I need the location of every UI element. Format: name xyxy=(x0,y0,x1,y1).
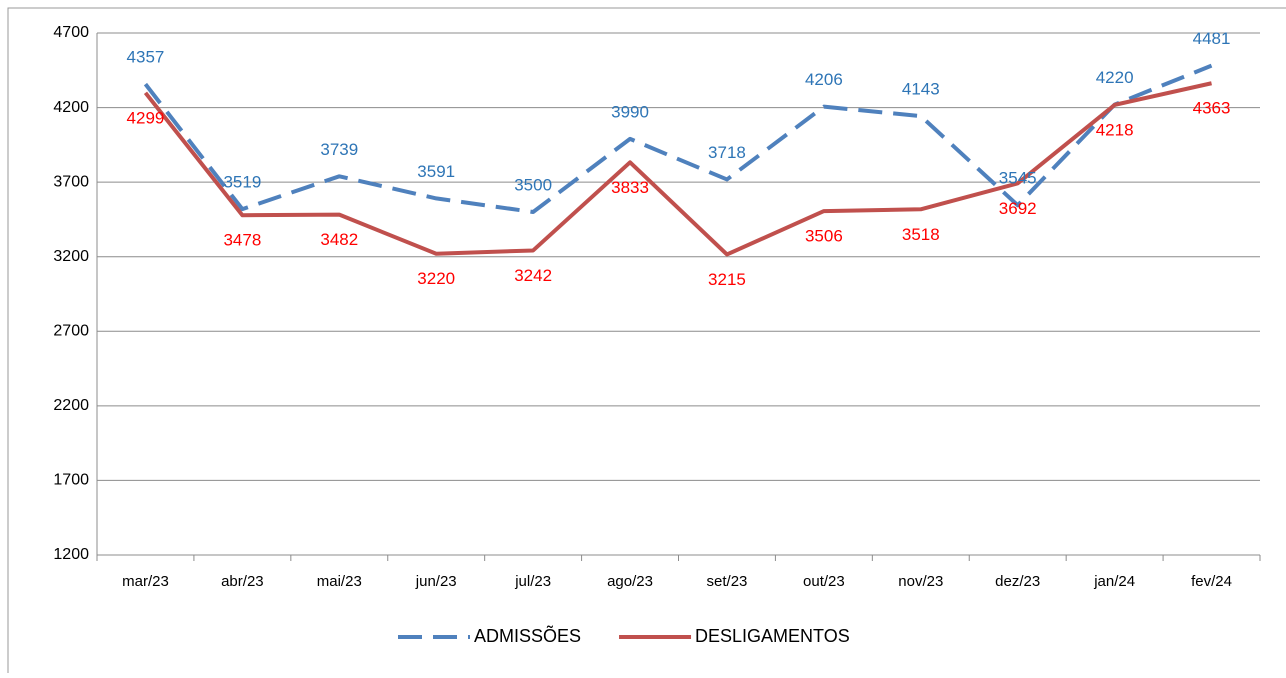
x-tick-label: dez/23 xyxy=(995,573,1040,590)
x-tick-label: fev/24 xyxy=(1191,573,1232,590)
y-tick-label: 1700 xyxy=(53,472,89,489)
data-label: 3215 xyxy=(708,270,746,289)
x-tick-label: mar/23 xyxy=(122,573,169,590)
x-tick-label: nov/23 xyxy=(898,573,943,590)
data-label: 4363 xyxy=(1193,99,1231,118)
data-label: 3242 xyxy=(514,266,552,285)
x-tick-label: jun/23 xyxy=(415,573,457,590)
data-label: 3500 xyxy=(514,175,552,194)
y-tick-label: 4700 xyxy=(53,24,89,41)
y-tick-label: 3700 xyxy=(53,173,89,190)
y-tick-label: 1200 xyxy=(53,546,89,563)
y-tick-label: 2200 xyxy=(53,397,89,414)
data-label: 3482 xyxy=(320,230,358,249)
data-label: 3545 xyxy=(999,169,1037,188)
data-label: 4481 xyxy=(1193,29,1231,48)
x-tick-label: ago/23 xyxy=(607,573,653,590)
data-label: 3692 xyxy=(999,199,1037,218)
y-tick-label: 2700 xyxy=(53,323,89,340)
y-tick-label: 3200 xyxy=(53,248,89,265)
data-label: 4206 xyxy=(805,70,843,89)
data-label: 3739 xyxy=(320,140,358,159)
data-label: 4299 xyxy=(127,108,165,127)
data-label: 4220 xyxy=(1096,68,1134,87)
x-tick-label: out/23 xyxy=(803,573,845,590)
data-label: 4218 xyxy=(1096,120,1134,139)
data-label: 3519 xyxy=(223,173,261,192)
data-label: 3478 xyxy=(223,231,261,250)
x-tick-label: abr/23 xyxy=(221,573,264,590)
chart-frame xyxy=(7,7,1286,678)
data-label: 3591 xyxy=(417,162,455,181)
data-label: 4357 xyxy=(127,48,165,67)
data-label: 3833 xyxy=(611,178,649,197)
x-tick-label: mai/23 xyxy=(317,573,362,590)
series-line xyxy=(143,81,1212,257)
data-label: 4143 xyxy=(902,80,940,99)
data-label: 3518 xyxy=(902,225,940,244)
x-tick-label: jul/23 xyxy=(514,573,551,590)
legend-label: ADMISSÕES xyxy=(474,625,581,646)
series-line xyxy=(143,63,1213,214)
x-tick-label: set/23 xyxy=(707,573,748,590)
data-label: 3990 xyxy=(611,102,649,121)
legend-label: DESLIGAMENTOS xyxy=(695,626,850,646)
data-label: 3220 xyxy=(417,269,455,288)
data-label: 3718 xyxy=(708,143,746,162)
data-label: 3506 xyxy=(805,227,843,246)
y-tick-label: 4200 xyxy=(53,99,89,116)
x-tick-label: jan/24 xyxy=(1093,573,1135,590)
